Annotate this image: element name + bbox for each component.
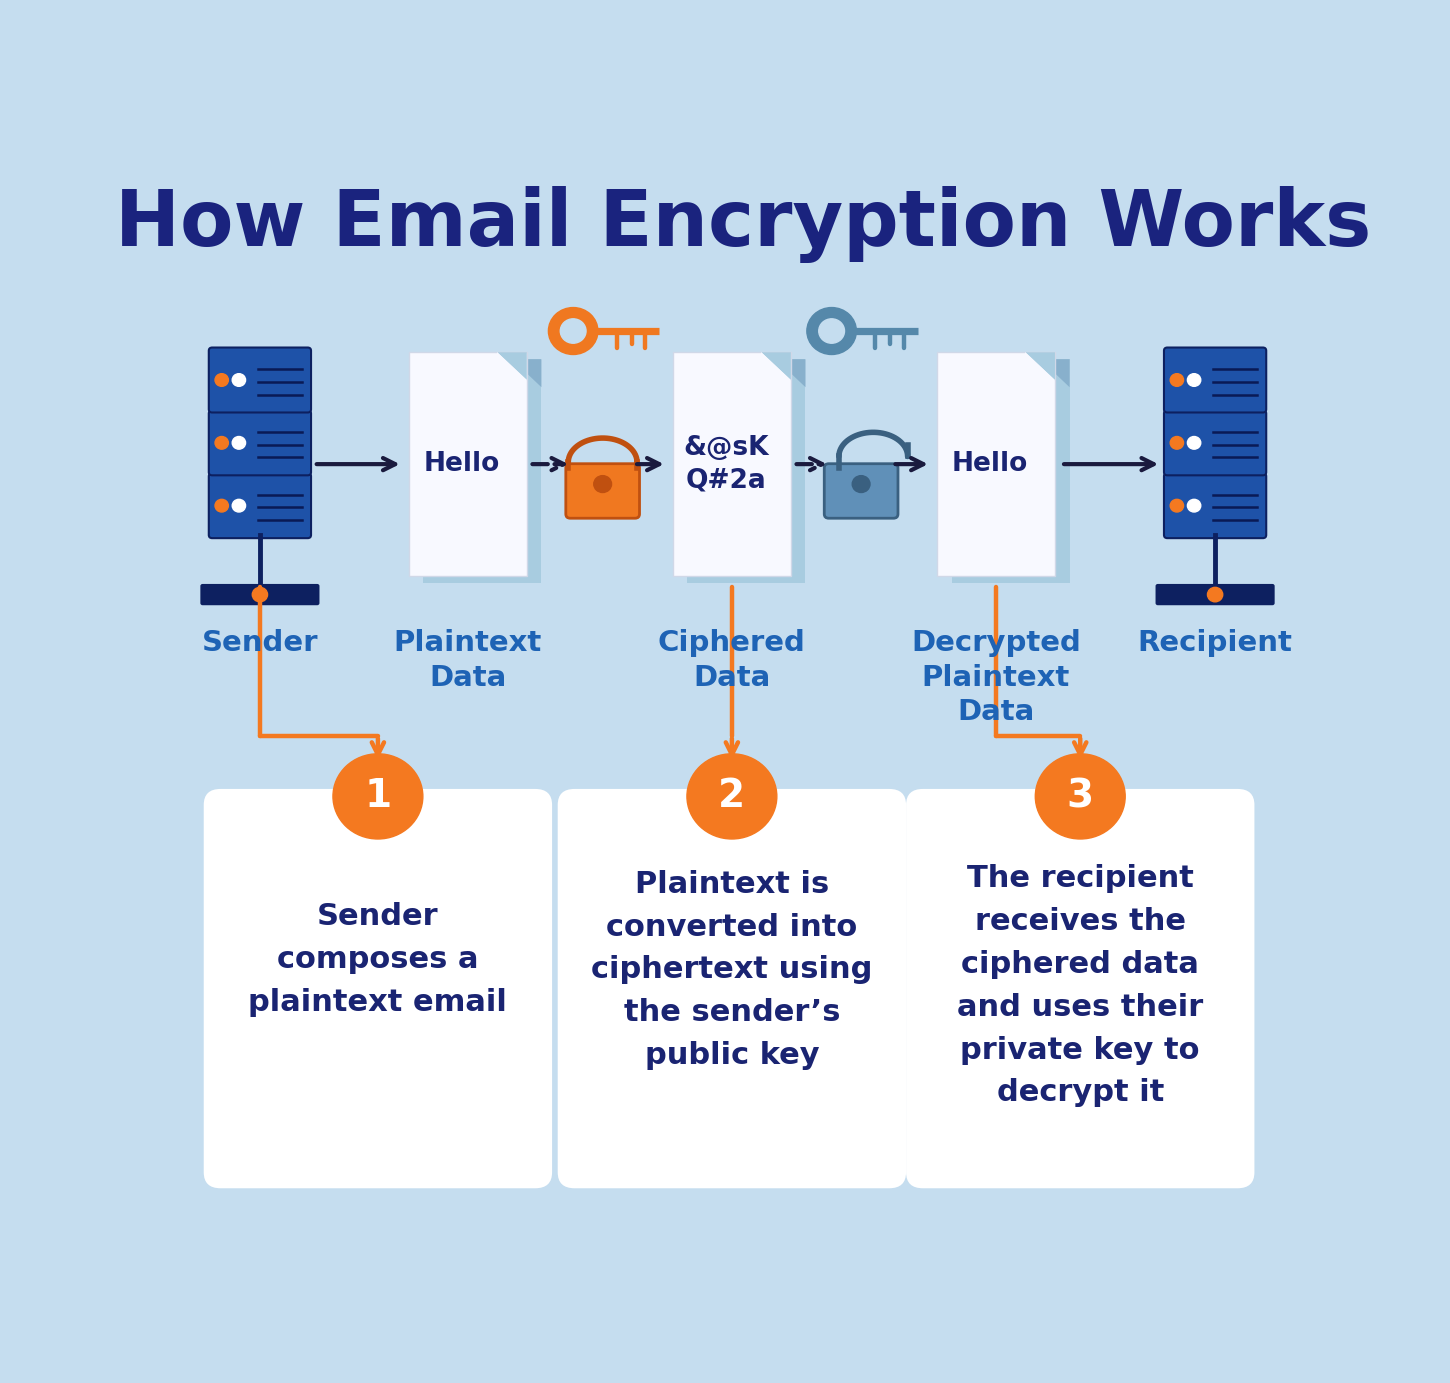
Polygon shape <box>761 353 790 380</box>
Circle shape <box>819 319 844 343</box>
Polygon shape <box>776 360 806 387</box>
FancyBboxPatch shape <box>1164 347 1266 412</box>
FancyBboxPatch shape <box>209 347 312 412</box>
Text: Decrypted
Plaintext
Data: Decrypted Plaintext Data <box>911 629 1080 726</box>
Polygon shape <box>761 353 790 380</box>
Circle shape <box>1188 373 1201 386</box>
Text: Plaintext
Data: Plaintext Data <box>394 629 542 692</box>
Circle shape <box>1188 437 1201 449</box>
Polygon shape <box>512 360 541 387</box>
Polygon shape <box>1025 353 1056 380</box>
Polygon shape <box>497 353 526 380</box>
FancyBboxPatch shape <box>906 788 1254 1188</box>
Circle shape <box>1208 588 1222 602</box>
Circle shape <box>593 476 612 492</box>
Circle shape <box>215 499 229 512</box>
FancyBboxPatch shape <box>937 353 1056 575</box>
FancyBboxPatch shape <box>423 360 541 582</box>
Circle shape <box>252 588 268 602</box>
Polygon shape <box>1025 353 1056 380</box>
Text: Recipient: Recipient <box>1138 629 1292 657</box>
Text: Hello: Hello <box>423 451 500 477</box>
Circle shape <box>232 373 245 386</box>
Text: Sender: Sender <box>202 629 318 657</box>
Circle shape <box>548 307 597 354</box>
Text: How Email Encryption Works: How Email Encryption Works <box>115 187 1372 263</box>
Circle shape <box>1035 754 1125 839</box>
Polygon shape <box>497 353 526 380</box>
Text: Sender
composes a
plaintext email: Sender composes a plaintext email <box>248 902 508 1017</box>
Text: Hello: Hello <box>953 451 1028 477</box>
FancyBboxPatch shape <box>209 411 312 476</box>
Circle shape <box>1170 437 1183 449</box>
Circle shape <box>1188 499 1201 512</box>
FancyBboxPatch shape <box>673 353 790 575</box>
Circle shape <box>215 373 229 386</box>
Circle shape <box>232 499 245 512</box>
Circle shape <box>334 754 423 839</box>
Circle shape <box>853 476 870 492</box>
FancyBboxPatch shape <box>1164 411 1266 476</box>
Circle shape <box>1170 499 1183 512</box>
Circle shape <box>560 319 586 343</box>
Text: 3: 3 <box>1067 777 1093 816</box>
Text: &@sK
Q#2a: &@sK Q#2a <box>683 436 768 494</box>
FancyBboxPatch shape <box>1164 473 1266 538</box>
FancyBboxPatch shape <box>409 353 526 575</box>
FancyBboxPatch shape <box>200 584 319 606</box>
Circle shape <box>687 754 777 839</box>
FancyBboxPatch shape <box>1156 584 1275 606</box>
Circle shape <box>232 437 245 449</box>
FancyBboxPatch shape <box>824 463 898 519</box>
FancyBboxPatch shape <box>209 473 312 538</box>
Text: Plaintext is
converted into
ciphertext using
the sender’s
public key: Plaintext is converted into ciphertext u… <box>592 870 873 1070</box>
Text: Ciphered
Data: Ciphered Data <box>658 629 806 692</box>
FancyBboxPatch shape <box>558 788 906 1188</box>
FancyBboxPatch shape <box>203 788 552 1188</box>
Circle shape <box>1170 373 1183 386</box>
FancyBboxPatch shape <box>566 463 639 519</box>
Text: 2: 2 <box>718 777 745 816</box>
Text: The recipient
receives the
ciphered data
and uses their
private key to
decrypt i: The recipient receives the ciphered data… <box>957 864 1204 1108</box>
FancyBboxPatch shape <box>951 360 1070 582</box>
Text: 1: 1 <box>364 777 392 816</box>
Circle shape <box>215 437 229 449</box>
FancyBboxPatch shape <box>687 360 806 582</box>
Polygon shape <box>1040 360 1070 387</box>
Circle shape <box>806 307 857 354</box>
